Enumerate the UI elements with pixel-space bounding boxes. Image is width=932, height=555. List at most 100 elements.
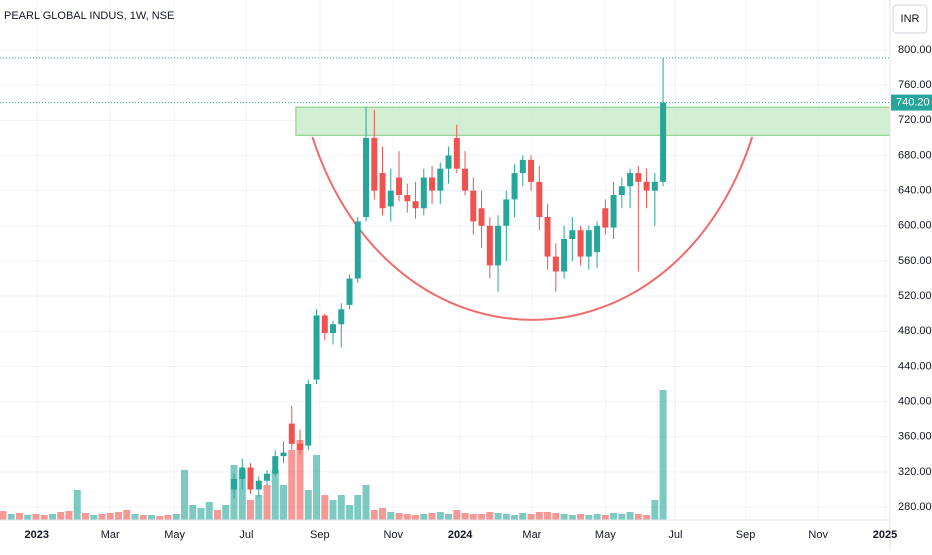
volume-bar (114, 512, 122, 520)
volume-bar (7, 514, 15, 520)
volume-bar (337, 495, 345, 520)
x-tick-label: Jul (239, 529, 253, 541)
volume-bar (535, 512, 543, 520)
x-tick-label: Sep (310, 529, 330, 541)
y-tick-label: 440.00 (898, 360, 932, 372)
volume-bar (568, 515, 576, 520)
volume-bar (362, 485, 370, 520)
candle-body (495, 225, 502, 266)
y-tick-label: 480.00 (898, 325, 932, 337)
candle-body (486, 225, 493, 266)
volume-bar (57, 512, 65, 520)
volume-bar (156, 516, 164, 520)
candle-body (379, 173, 386, 209)
candle-body (280, 452, 287, 457)
volume-bar (164, 515, 172, 520)
currency-button[interactable] (892, 4, 928, 34)
candle-body (429, 177, 436, 191)
volume-bar (461, 513, 469, 520)
candle-body (412, 201, 419, 209)
candle-body (396, 177, 403, 196)
volume-bar (610, 513, 618, 520)
x-tick-label: 2024 (448, 529, 473, 541)
y-tick-label: 520.00 (898, 290, 932, 302)
candle-body (561, 238, 568, 272)
volume-bar (73, 490, 81, 520)
candle-body (660, 102, 667, 182)
volume-bar (354, 495, 362, 520)
volume-bar (436, 512, 444, 520)
y-tick-label: 640.00 (898, 185, 932, 197)
candle-body (627, 173, 634, 187)
volume-bar (255, 495, 263, 520)
volume-bar (238, 470, 246, 520)
candle-body (528, 159, 535, 182)
volume-bar (147, 515, 155, 520)
volume-bar (181, 470, 189, 520)
volume-bar (618, 514, 626, 520)
candle-body (453, 137, 460, 169)
plot-area (0, 0, 890, 520)
volume-bar (98, 514, 106, 520)
volume-bar (81, 513, 89, 520)
candle-body (594, 225, 601, 253)
volume-bar (24, 515, 32, 520)
candle-body (610, 195, 617, 228)
candle-body (643, 181, 650, 191)
volume-bar (15, 513, 23, 520)
volume-bar (634, 514, 642, 520)
candle-body (387, 190, 394, 207)
candle-body (478, 208, 485, 226)
candle-body (585, 230, 592, 257)
volume-bar (453, 510, 461, 520)
candle-body (445, 155, 452, 169)
volume-bar (478, 514, 486, 520)
volume-bar (197, 508, 205, 520)
x-tick-label: 2025 (873, 529, 897, 541)
x-tick-label: Jul (668, 529, 682, 541)
volume-bar (428, 513, 436, 520)
currency-label: INR (901, 13, 920, 25)
volume-bar (40, 515, 48, 520)
candle-body (602, 208, 609, 228)
y-tick-label: 400.00 (898, 396, 932, 408)
volume-bar (626, 512, 634, 520)
volume-bar (412, 515, 420, 520)
candle-body (239, 467, 246, 479)
volume-bar (552, 513, 560, 520)
chart-title: PEARL GLOBAL INDUS, 1W, NSE (4, 10, 174, 22)
x-tick-label: Sep (736, 529, 756, 541)
candle-body (264, 473, 271, 481)
y-tick-label: 720.00 (898, 114, 932, 126)
volume-bar (659, 390, 667, 520)
volume-bar (329, 500, 337, 520)
candle-body (288, 423, 295, 444)
volume-bar (280, 485, 288, 520)
candle-body (321, 315, 328, 334)
volume-bar (527, 514, 535, 520)
y-tick-label: 280.00 (898, 501, 932, 513)
volume-bar (420, 514, 428, 520)
volume-bar (189, 505, 197, 520)
candle-body (272, 456, 279, 474)
y-tick-label: 760.00 (898, 79, 932, 91)
volume-bar (643, 515, 651, 520)
volume-bar (346, 505, 354, 520)
volume-bar (172, 514, 180, 520)
x-tick-label: 2023 (25, 529, 49, 541)
volume-bar (214, 510, 222, 520)
volume-bar (0, 511, 7, 520)
candle-body (552, 256, 559, 272)
volume-bar (403, 514, 411, 520)
volume-bar (577, 514, 585, 520)
last-price-box (891, 94, 932, 111)
candle-body (437, 168, 444, 191)
y-tick-label: 800.00 (898, 44, 932, 56)
volume-bar (585, 515, 593, 520)
last-price-label: 740.20 (896, 96, 930, 108)
y-tick-label: 600.00 (898, 220, 932, 232)
candle-body (651, 181, 658, 191)
x-tick-label: Mar (101, 529, 120, 541)
volume-bar (247, 500, 255, 520)
volume-bar (502, 514, 510, 520)
